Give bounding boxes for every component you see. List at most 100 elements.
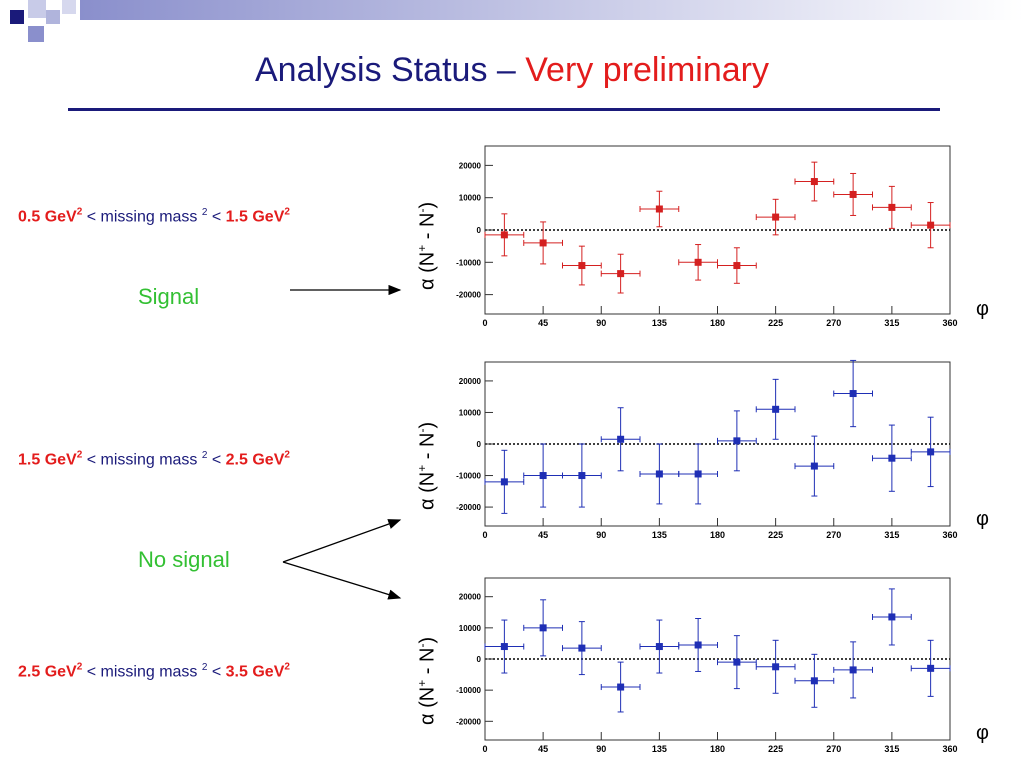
x-tick-label: 360	[942, 744, 957, 754]
y-tick-label: -10000	[456, 472, 481, 481]
data-point	[733, 437, 741, 445]
y-tick-label: 0	[477, 655, 482, 664]
y-tick-label: 10000	[459, 624, 482, 633]
data-point	[849, 666, 857, 674]
data-point	[500, 643, 508, 651]
x-tick-label: 225	[768, 318, 783, 328]
range-high-sup: 2	[284, 207, 290, 218]
y-tick-label: -10000	[456, 686, 481, 695]
title-underline	[68, 108, 940, 111]
range-mid-sup: 2	[201, 450, 208, 461]
y-tick-label: 20000	[459, 593, 482, 602]
chart-no-signal-1: -20000 -10000 0 10000 20000 0 45 90 135 180 225 270…	[456, 359, 958, 540]
range-mid: < missing mass	[86, 451, 202, 469]
data-point	[772, 405, 780, 413]
range-low-sup: 2	[76, 450, 83, 461]
data-point	[617, 435, 625, 443]
range-low: 1.5 GeV	[18, 451, 77, 469]
data-point	[888, 203, 896, 211]
x-tick-label: 0	[482, 530, 487, 540]
corner-decoration	[0, 0, 80, 50]
range-high: 1.5 GeV	[225, 208, 285, 226]
x-tick-label: 135	[652, 744, 667, 754]
y-tick-label: 10000	[459, 408, 482, 417]
x-tick-label: 270	[826, 318, 841, 328]
y-tick-label: 10000	[459, 194, 482, 203]
x-tick-label: 90	[596, 318, 606, 328]
data-point	[500, 231, 508, 239]
mass-range-3: 2.5 GeV2 < missing mass 2 < 3.5 GeV2	[18, 662, 290, 681]
range-low-sup: 2	[76, 662, 83, 673]
x-tick-label: 180	[710, 318, 725, 328]
y-tick-label: 0	[477, 440, 482, 449]
y-tick-label: 0	[477, 226, 482, 235]
data-point	[694, 258, 702, 266]
data-point	[849, 190, 857, 198]
x-axis-label-2: φ	[976, 508, 989, 530]
x-tick-label: 315	[884, 318, 899, 328]
data-point	[539, 239, 547, 247]
data-point	[617, 683, 625, 691]
range-high: 2.5 GeV	[225, 451, 285, 469]
y-tick-label: 20000	[459, 377, 482, 386]
y-axis-label-2: α (N+ - N-)	[415, 421, 439, 510]
x-tick-label: 90	[596, 744, 606, 754]
top-gradient-bar	[80, 0, 1024, 20]
range-mid-sup: 2	[201, 207, 208, 218]
y-axis-label-3: α (N+ - N-)	[415, 636, 439, 725]
x-tick-label: 45	[538, 530, 548, 540]
x-tick-label: 45	[538, 318, 548, 328]
chart-no-signal-2: -20000 -10000 0 10000 20000 0 45 90 135 180 225 270…	[456, 577, 958, 754]
x-tick-label: 270	[826, 744, 841, 754]
x-tick-label: 315	[884, 530, 899, 540]
data-point	[578, 262, 586, 270]
chart-signal: -20000 -10000 0 10000 20000 0 45 90 135 180 225 270…	[456, 145, 958, 328]
range-low-sup: 2	[76, 207, 83, 218]
title-main: Analysis Status –	[255, 51, 526, 89]
data-point	[500, 478, 508, 486]
data-point	[810, 178, 818, 186]
deco-square	[46, 10, 60, 24]
deco-square	[28, 26, 44, 42]
deco-square	[62, 0, 76, 14]
data-point	[694, 641, 702, 649]
data-point	[617, 270, 625, 278]
x-tick-label: 0	[482, 744, 487, 754]
data-point	[694, 470, 702, 478]
y-tick-label: -20000	[456, 503, 481, 512]
data-point	[810, 462, 818, 470]
range-mid: < missing mass	[86, 208, 202, 226]
deco-square	[28, 0, 46, 18]
x-tick-label: 360	[942, 318, 957, 328]
data-point	[733, 658, 741, 666]
y-tick-label: -10000	[456, 258, 481, 267]
y-tick-label: -20000	[456, 291, 481, 300]
y-axis-label-1: α (N+ - N-)	[415, 201, 439, 290]
data-point	[927, 448, 935, 456]
x-tick-label: 180	[710, 530, 725, 540]
range-low: 2.5 GeV	[18, 663, 77, 681]
data-point	[888, 454, 896, 462]
mass-range-1: 0.5 GeV2 < missing mass 2 < 1.5 GeV2	[18, 207, 290, 226]
y-tick-label: 20000	[459, 161, 482, 170]
data-point	[772, 213, 780, 221]
data-point	[655, 205, 663, 213]
x-axis-label-3: φ	[976, 722, 989, 744]
mass-range-2: 1.5 GeV2 < missing mass 2 < 2.5 GeV2	[18, 450, 290, 469]
data-point	[655, 643, 663, 651]
x-axis-label-1: φ	[976, 298, 989, 320]
slide-title: Analysis Status – Very preliminary	[0, 50, 1024, 90]
data-point	[539, 624, 547, 632]
x-tick-label: 270	[826, 530, 841, 540]
x-tick-label: 45	[538, 744, 548, 754]
data-point	[539, 472, 547, 480]
data-point	[655, 470, 663, 478]
x-tick-label: 0	[482, 318, 487, 328]
range-low: 0.5 GeV	[18, 208, 77, 226]
x-tick-label: 315	[884, 744, 899, 754]
data-point	[578, 472, 586, 480]
signal-label: Signal	[138, 284, 200, 309]
data-point	[927, 221, 935, 229]
x-tick-label: 360	[942, 530, 957, 540]
data-point	[927, 664, 935, 672]
